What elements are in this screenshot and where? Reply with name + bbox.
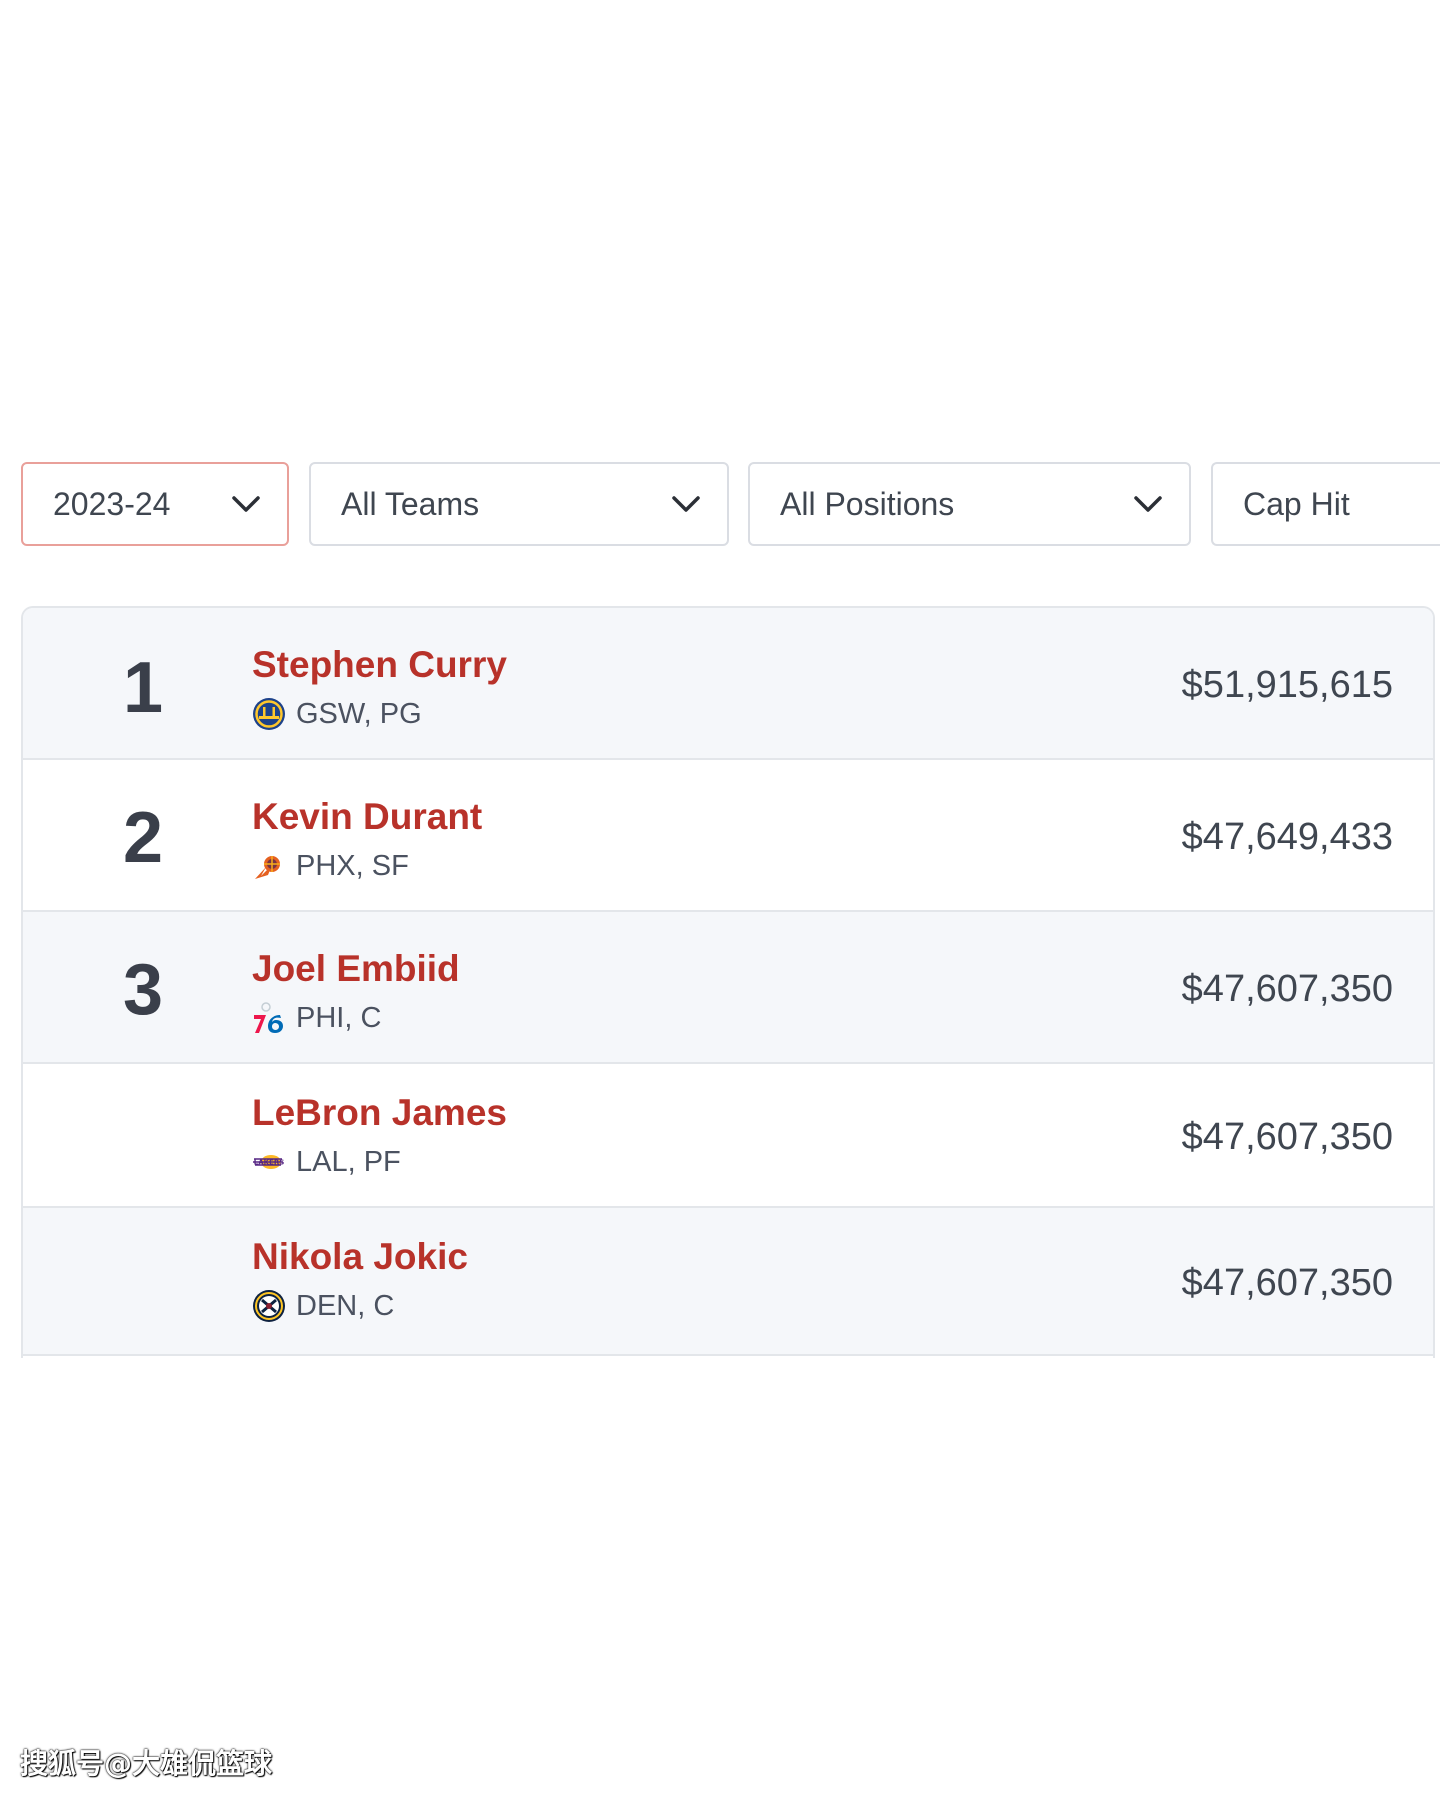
team-position: LAL, PF [296,1145,401,1178]
filter-bar: 2023-24 All Teams All Positions Cap Hit [21,462,1440,546]
player-name-link[interactable]: LeBron James [252,1092,507,1133]
table-row: LeBron James LAKERS LAL, PF $47,607,350 [23,1064,1433,1208]
team-position: PHI, C [296,1001,382,1034]
sort-select-value: Cap Hit [1243,485,1350,522]
cap-hit-value: $47,607,350 [1181,968,1393,1010]
watermark-text: 搜狐号@大雄侃篮球 [20,1747,273,1780]
sort-select[interactable]: Cap Hit [1211,462,1440,546]
table-row: 1 Stephen Curry GSW, PG $51,915,615 [23,608,1433,760]
svg-text:LAKERS: LAKERS [254,1159,285,1167]
cap-hit-value: $47,649,433 [1181,816,1393,858]
player-meta: GSW, PG [252,696,422,732]
warriors-logo-icon [253,698,285,730]
position-select[interactable]: All Positions [748,462,1191,546]
cap-hit-value: $47,607,350 [1181,1116,1393,1158]
player-meta: DEN, C [252,1288,394,1324]
chevron-down-icon [672,496,700,512]
player-meta: LAKERS LAL, PF [252,1144,401,1180]
team-position: GSW, PG [296,697,422,730]
season-select[interactable]: 2023-24 [21,462,289,546]
table-row: 3 Joel Embiid PHI, C $47,607,350 [23,912,1433,1064]
chevron-down-icon [1134,496,1162,512]
chevron-down-icon [232,496,260,512]
cap-hit-value: $51,915,615 [1181,664,1393,706]
team-position: PHX, SF [296,849,409,882]
player-name-link[interactable]: Stephen Curry [252,644,507,685]
player-meta: PHX, SF [252,848,409,884]
cap-hit-value: $47,607,350 [1181,1262,1393,1304]
rank-number: 1 [122,648,164,728]
rank-number: 3 [122,950,164,1030]
76ers-logo-icon [254,1002,283,1033]
player-name-link[interactable]: Nikola Jokic [252,1236,468,1277]
player-meta: PHI, C [252,1000,381,1036]
table-row: 2 Kevin Durant PHX, SF $47,649,433 [23,760,1433,912]
salary-table: 1 Stephen Curry GSW, PG $51,915,615 2 Ke… [21,606,1435,1358]
lakers-logo-icon: LAKERS [253,1155,285,1169]
team-position: DEN, C [296,1289,395,1322]
team-select-value: All Teams [341,485,480,522]
rank-number: 2 [122,798,164,878]
table-row: Nikola Jokic DEN, C $47,607,350 [23,1208,1433,1356]
player-name-link[interactable]: Joel Embiid [252,948,460,989]
player-name-link[interactable]: Kevin Durant [252,796,483,837]
suns-logo-icon [255,856,280,879]
season-select-value: 2023-24 [53,485,171,522]
nuggets-logo-icon [253,1290,285,1322]
position-select-value: All Positions [780,485,955,522]
team-select[interactable]: All Teams [309,462,729,546]
